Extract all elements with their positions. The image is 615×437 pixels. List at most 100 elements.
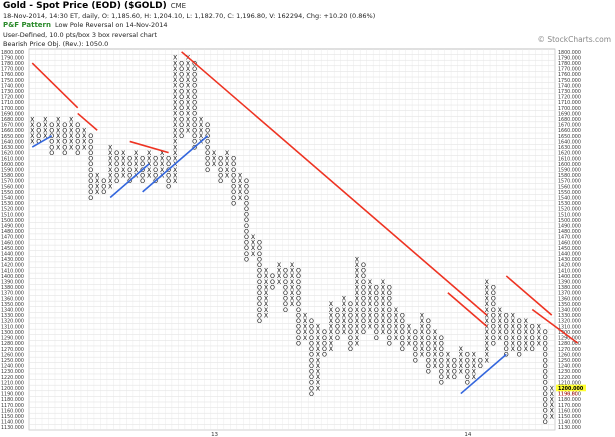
pnf-x-mark: X	[407, 340, 412, 347]
y-tick-label-left: 1230.000	[1, 369, 24, 375]
y-tick-label-right: 1140.000	[558, 420, 581, 426]
pnf-o-mark: O	[283, 268, 288, 275]
pnf-o-mark: O	[543, 391, 548, 398]
pnf-o-mark: O	[543, 357, 548, 364]
pnf-x-mark: X	[173, 72, 178, 79]
pnf-o-mark: O	[452, 363, 457, 370]
pnf-x-mark: X	[355, 318, 360, 325]
pnf-o-mark: O	[75, 144, 80, 151]
pnf-x-mark: X	[485, 352, 490, 359]
pnf-o-mark: O	[491, 329, 496, 336]
y-tick-label-right: 1150.000	[558, 414, 581, 420]
pnf-x-mark: X	[264, 296, 269, 303]
pnf-x-mark: X	[524, 324, 529, 331]
pnf-o-mark: O	[270, 273, 275, 280]
pnf-x-mark: X	[290, 273, 295, 280]
pnf-x-mark: X	[511, 340, 516, 347]
y-tick-label-left: 1650.000	[1, 134, 24, 140]
pnf-o-mark: O	[257, 279, 262, 286]
y-tick-label-right: 1610.000	[558, 156, 581, 162]
pnf-x-mark: X	[173, 172, 178, 179]
pnf-x-mark: X	[316, 329, 321, 336]
pnf-x-mark: X	[355, 312, 360, 319]
pnf-o-mark: O	[36, 128, 41, 135]
pnf-o-mark: O	[257, 273, 262, 280]
y-tick-label-right: 1480.000	[558, 229, 581, 235]
y-tick-label-right: 1560.000	[558, 184, 581, 190]
pnf-x-mark: X	[238, 172, 243, 179]
pnf-x-mark: X	[30, 122, 35, 129]
pnf-o-mark: O	[348, 340, 353, 347]
pnf-x-mark: X	[303, 335, 308, 342]
pnf-o-mark: O	[335, 324, 340, 331]
pnf-x-mark: X	[420, 324, 425, 331]
pnf-o-mark: O	[374, 284, 379, 291]
pnf-o-mark: O	[387, 307, 392, 314]
pnf-o-mark: O	[192, 77, 197, 84]
pnf-o-mark: O	[309, 335, 314, 342]
pnf-o-mark: O	[387, 312, 392, 319]
pnf-o-mark: O	[322, 346, 327, 353]
pnf-x-mark: X	[95, 172, 100, 179]
pnf-o-mark: O	[127, 161, 132, 168]
pnf-x-mark: X	[485, 312, 490, 319]
pnf-x-mark: X	[173, 111, 178, 118]
resistance-trendline	[447, 292, 488, 327]
pnf-o-mark: O	[296, 290, 301, 297]
pnf-o-mark: O	[49, 122, 54, 129]
pnf-o-mark: O	[387, 340, 392, 347]
y-tick-label-left: 1370.000	[1, 291, 24, 297]
y-tick-label-right: 1440.000	[558, 252, 581, 258]
pnf-x-mark: X	[225, 156, 230, 163]
pnf-x-mark: X	[407, 324, 412, 331]
pnf-o-mark: O	[231, 172, 236, 179]
pnf-x-mark: X	[121, 172, 126, 179]
pnf-o-mark: O	[309, 352, 314, 359]
pnf-x-mark: X	[173, 122, 178, 129]
pnf-x-mark: X	[134, 161, 139, 168]
pnf-o-mark: O	[348, 307, 353, 314]
y-tick-label-left: 1670.000	[1, 123, 24, 129]
pnf-x-mark: X	[238, 178, 243, 185]
pnf-x-mark: X	[407, 329, 412, 336]
pnf-x-mark: X	[186, 77, 191, 84]
pnf-o-mark: O	[62, 122, 67, 129]
pnf-x-mark: X	[355, 279, 360, 286]
pnf-o-mark: O	[361, 318, 366, 325]
pnf-o-mark: O	[88, 195, 93, 202]
pnf-x-mark: X	[316, 352, 321, 359]
pnf-o-mark: O	[543, 402, 548, 409]
pnf-x-mark: X	[225, 172, 230, 179]
pnf-x-mark: X	[459, 363, 464, 370]
pnf-o-mark: O	[465, 352, 470, 359]
pnf-x-mark: X	[524, 329, 529, 336]
y-tick-label-left: 1160.000	[1, 408, 24, 414]
pnf-o-mark: O	[244, 184, 249, 191]
y-tick-label-right: 1720.000	[558, 95, 581, 101]
pnf-o-mark: O	[88, 133, 93, 140]
pnf-o-mark: O	[127, 156, 132, 163]
pnf-x-mark: X	[524, 318, 529, 325]
pnf-x-mark: X	[485, 329, 490, 336]
y-tick-label-right: 1710.000	[558, 100, 581, 106]
pnf-x-mark: X	[160, 161, 165, 168]
pnf-o-mark: O	[283, 301, 288, 308]
pnf-x-mark: X	[420, 352, 425, 359]
pnf-o-mark: O	[465, 368, 470, 375]
pnf-x-mark: X	[56, 128, 61, 135]
pnf-o-mark: O	[543, 335, 548, 342]
pnf-o-mark: O	[400, 346, 405, 353]
pnf-o-mark: O	[452, 374, 457, 381]
pnf-x-mark: X	[381, 290, 386, 297]
pnf-x-mark: X	[498, 329, 503, 336]
y-tick-label-left: 1470.000	[1, 235, 24, 241]
pnf-o-mark: O	[75, 128, 80, 135]
pnf-x-mark: X	[277, 262, 282, 269]
pnf-x-mark: X	[498, 312, 503, 319]
pnf-o-mark: O	[257, 284, 262, 291]
pnf-x-mark: X	[433, 329, 438, 336]
y-tick-label-left: 1510.000	[1, 212, 24, 218]
y-tick-label-right: 1180.000	[558, 397, 581, 403]
y-tick-label-right: 1270.000	[558, 347, 581, 353]
y-tick-label-right: 1400.000	[558, 274, 581, 280]
